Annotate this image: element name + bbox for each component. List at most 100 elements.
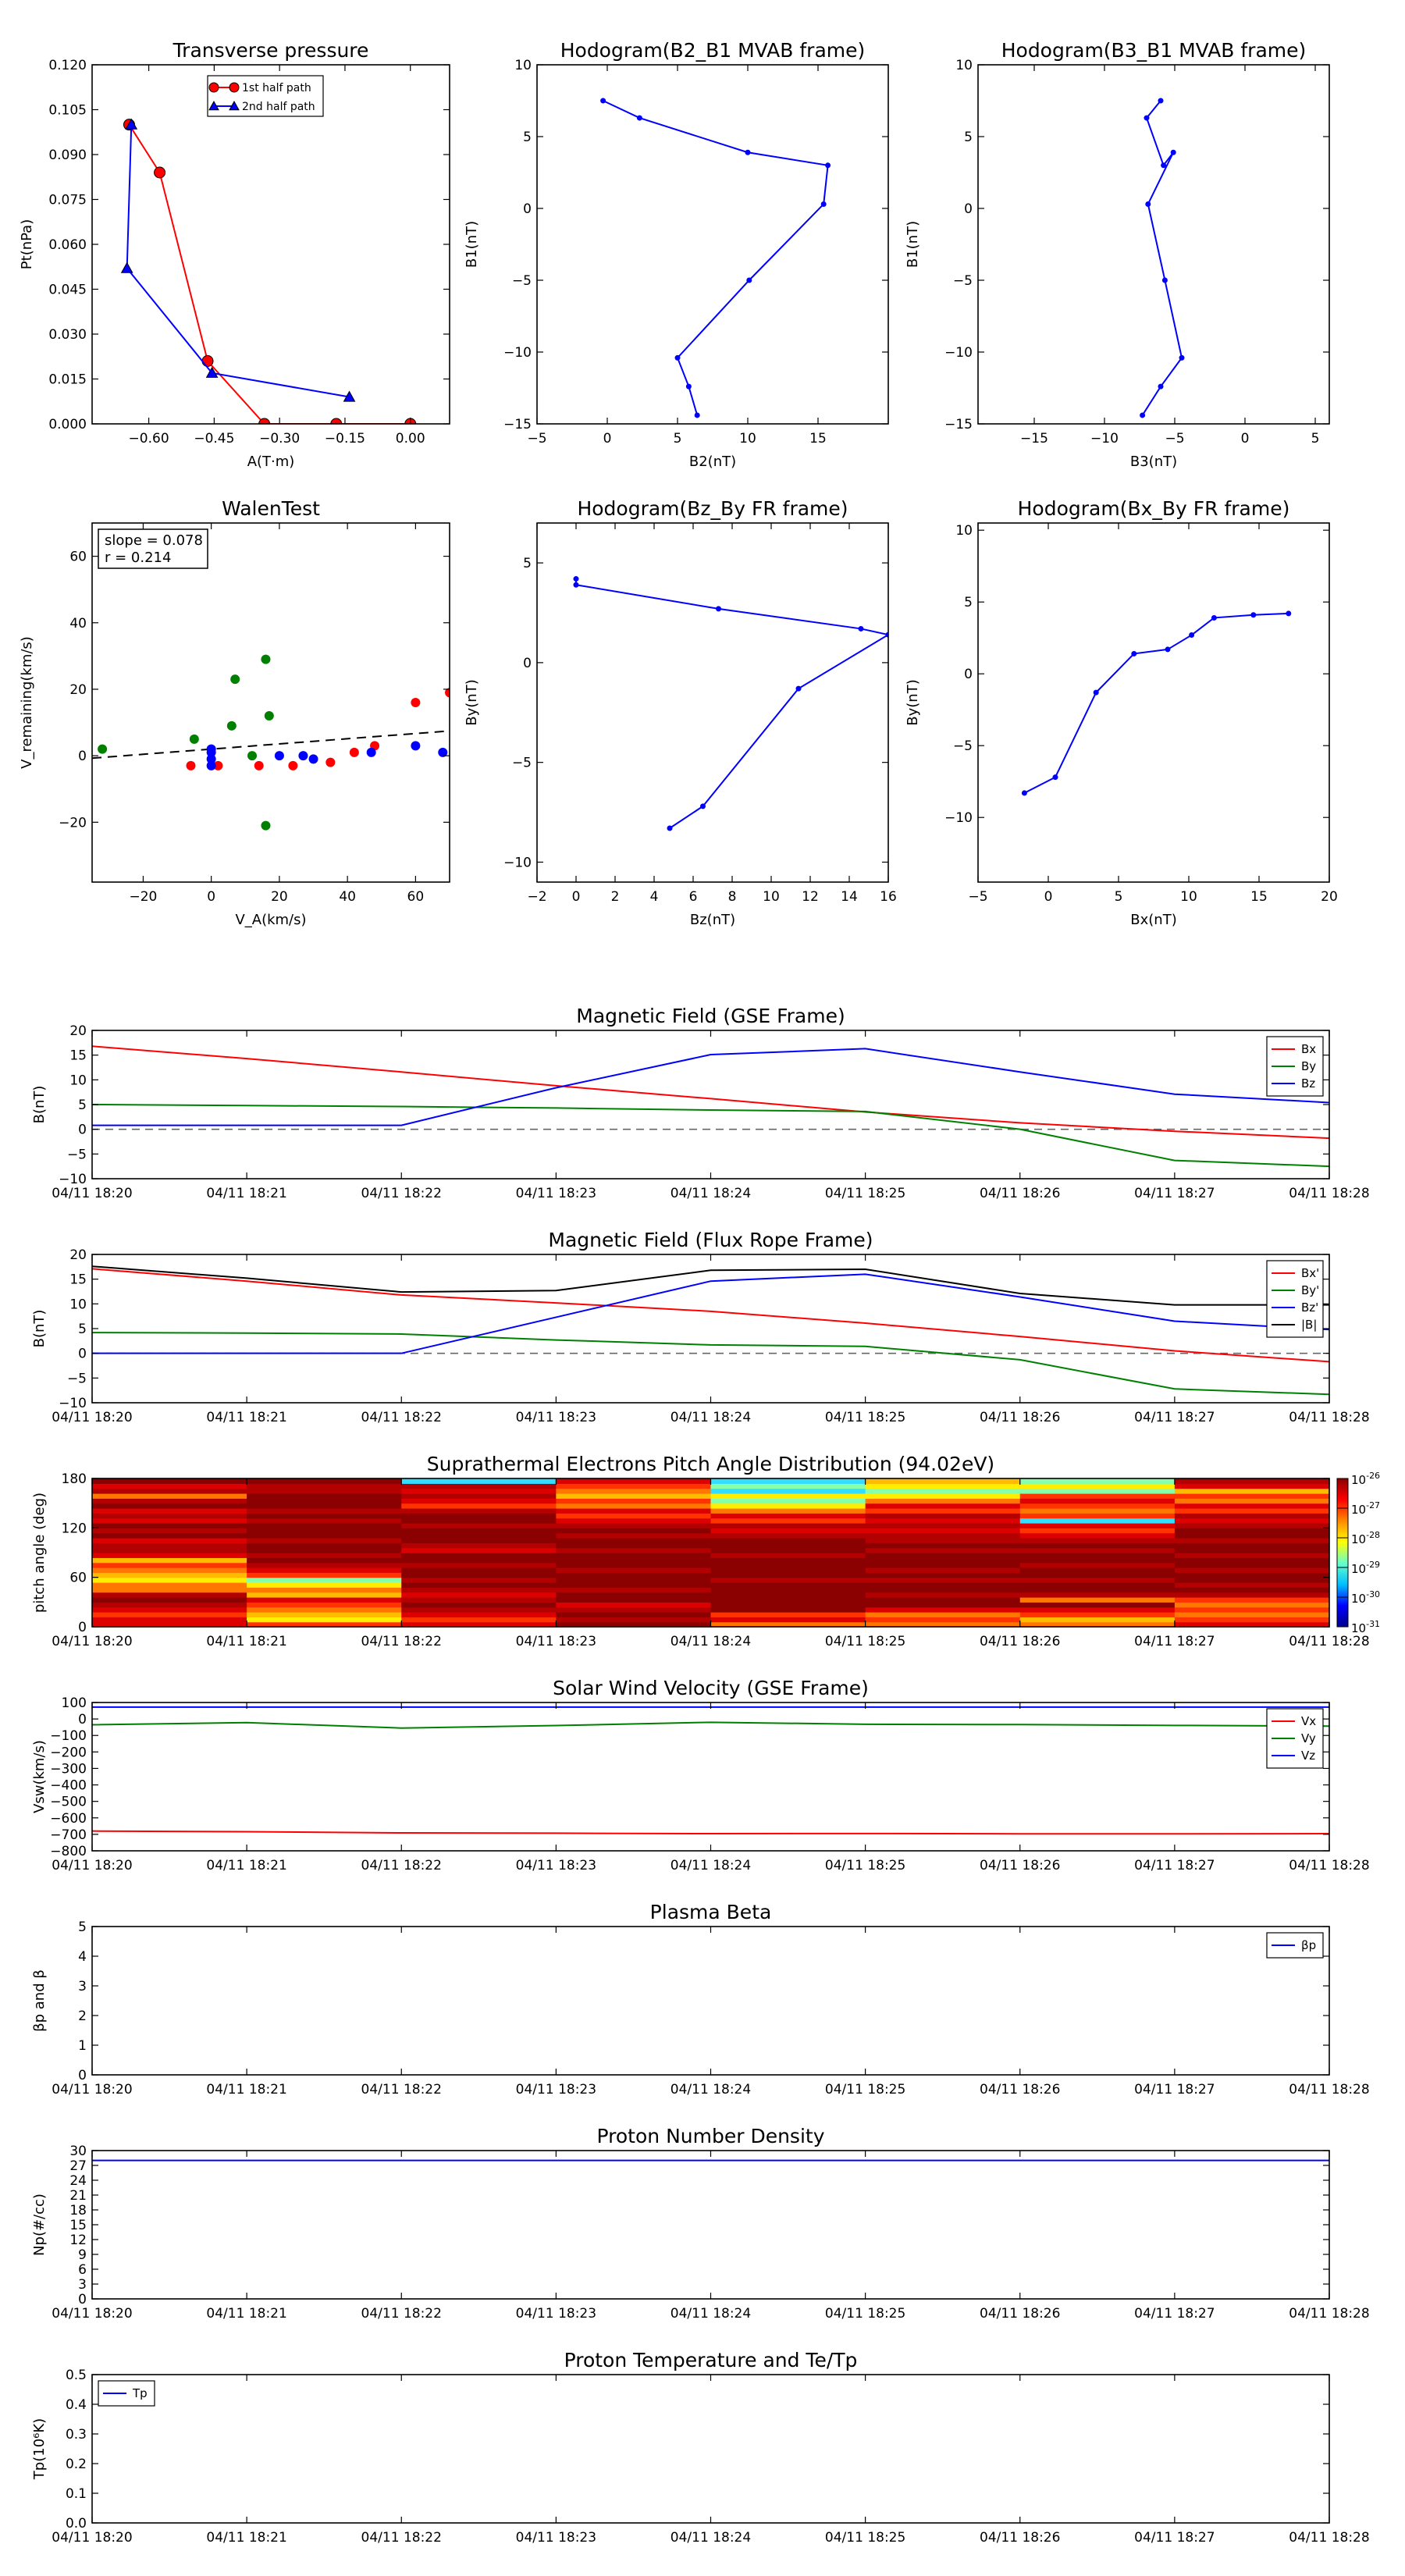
- heatmap-cell: [710, 1508, 866, 1514]
- y-tick-label: 180: [62, 1471, 87, 1487]
- x-tick-label: 04/11 18:24: [670, 1858, 751, 1873]
- heatmap-cell: [92, 1592, 247, 1598]
- legend-label: Tp: [132, 2386, 148, 2400]
- heatmap-cell: [556, 1532, 712, 1539]
- heatmap-cell: [401, 1528, 557, 1534]
- y-tick-label: −500: [50, 1795, 87, 1810]
- series-line: [92, 1265, 1329, 1306]
- x-tick-label: 14: [841, 889, 858, 905]
- heatmap-cell: [1174, 1597, 1330, 1603]
- heatmap-cell: [710, 1532, 866, 1539]
- y-tick-label: −200: [50, 1745, 87, 1760]
- heatmap-cell: [92, 1621, 247, 1628]
- chart-beta: Plasma Beta 0 1 2 3 4 5 04/11 18:20 04/11 18:21 0…: [31, 1901, 1370, 2097]
- plot-frame: [536, 522, 889, 883]
- data-point: [1131, 650, 1137, 656]
- y-tick-label: 0.3: [66, 2427, 87, 2443]
- data-point: [1211, 614, 1217, 621]
- heatmap-cell: [401, 1503, 557, 1509]
- y-tick-label: −10: [59, 1396, 87, 1411]
- y-tick-label: 0.075: [48, 193, 87, 208]
- data-point: [298, 751, 308, 761]
- heatmap-cell: [401, 1602, 557, 1608]
- heatmap-cell: [865, 1478, 1021, 1484]
- heatmap-cell: [1019, 1587, 1176, 1593]
- heatmap-cell: [92, 1538, 247, 1543]
- heatmap-cell: [247, 1621, 402, 1628]
- series-line: [1023, 612, 1289, 794]
- heatmap-cell: [710, 1553, 866, 1558]
- y-axis-label: Vsw(km/s): [31, 1740, 48, 1813]
- heatmap-cell: [247, 1553, 402, 1558]
- data-point: [745, 149, 751, 155]
- plot-area: [600, 98, 831, 418]
- y-tick-label: −10: [503, 345, 532, 361]
- colorbar-tick-label: 10-29: [1351, 1560, 1380, 1576]
- x-tick-label: 04/11 18:28: [1289, 1186, 1369, 1201]
- heatmap-cell: [1019, 1612, 1176, 1617]
- chart-h4: Hodogram(Bx_By FR frame) −10 −5 0 5 10 −5 0 5 10 1…: [905, 497, 1338, 928]
- heatmap-cell: [1019, 1577, 1176, 1583]
- series-line: [603, 100, 829, 416]
- heatmap-cell: [1019, 1517, 1176, 1524]
- x-tick-label: 04/11 18:23: [516, 1858, 596, 1873]
- data-point: [366, 747, 376, 757]
- chart-title: Plasma Beta: [650, 1901, 772, 1923]
- y-tick-label: 20: [69, 682, 87, 698]
- x-tick-label: 0: [207, 889, 215, 905]
- fit-line: [92, 730, 450, 760]
- x-axis-label: B3(nT): [1130, 454, 1177, 470]
- annotation-r: r = 0.214: [105, 550, 171, 566]
- y-tick-label: 0: [78, 1347, 87, 1362]
- heatmap-cell: [710, 1606, 866, 1613]
- heatmap-cell: [1174, 1478, 1330, 1484]
- y-tick-label: 3: [78, 1979, 87, 1994]
- chart-bgse: Magnetic Field (GSE Frame) −10 −5 0 5 10 15 20 0…: [31, 1005, 1370, 1201]
- y-axis-label: B1(nT): [464, 221, 480, 268]
- heatmap-cell: [710, 1488, 866, 1494]
- legend-label: Bx': [1301, 1266, 1319, 1280]
- data-point: [573, 582, 579, 588]
- heatmap-cell: [865, 1562, 1021, 1568]
- x-tick-label: 04/11 18:24: [670, 2306, 751, 2322]
- heatmap-cell: [865, 1592, 1021, 1598]
- x-tick-label: 04/11 18:23: [516, 1410, 596, 1425]
- legend-label: Bz': [1301, 1300, 1318, 1315]
- heatmap-cell: [865, 1557, 1021, 1564]
- heatmap-cell: [247, 1567, 402, 1573]
- chart-title: Hodogram(B3_B1 MVAB frame): [1001, 39, 1307, 62]
- heatmap-cell: [865, 1606, 1021, 1613]
- series-line: [92, 1830, 1329, 1835]
- legend-label: Vy: [1301, 1731, 1316, 1745]
- heatmap-cell: [556, 1488, 712, 1494]
- data-point: [343, 390, 356, 402]
- y-tick-label: 0: [78, 1123, 87, 1138]
- data-point: [261, 654, 271, 664]
- x-tick-label: 04/11 18:20: [52, 1858, 132, 1873]
- legend-label: |B|: [1301, 1318, 1317, 1332]
- y-tick-label: 20: [69, 1247, 87, 1263]
- y-tick-label: 0: [78, 1620, 87, 1635]
- y-tick-label: −600: [50, 1811, 87, 1827]
- y-tick-label: 0.2: [66, 2457, 87, 2472]
- heatmap-cell: [556, 1587, 712, 1593]
- heatmap-cell: [556, 1612, 712, 1617]
- heatmap-cell: [1174, 1612, 1330, 1617]
- data-point: [213, 760, 223, 770]
- heatmap-cell: [92, 1528, 247, 1534]
- data-point: [125, 118, 138, 130]
- heatmap-cell: [1174, 1528, 1330, 1534]
- y-tick-label: −5: [67, 1371, 87, 1386]
- heatmap-cell: [865, 1483, 1021, 1489]
- data-point: [308, 754, 318, 764]
- y-tick-label: 0.000: [48, 417, 87, 432]
- chart-tp2: Proton Temperature and Te/Tp 0.0 0.1 0.2 0.3…: [31, 2349, 1370, 2546]
- colorbar-tick-label: 10-28: [1351, 1530, 1380, 1546]
- y-tick-label: 5: [78, 1098, 87, 1113]
- data-point: [254, 760, 264, 770]
- x-tick-label: 0: [1241, 431, 1250, 447]
- colorbar-tick-label: 10-31: [1351, 1619, 1380, 1635]
- plot-frame: [91, 522, 450, 883]
- heatmap-cell: [865, 1493, 1021, 1499]
